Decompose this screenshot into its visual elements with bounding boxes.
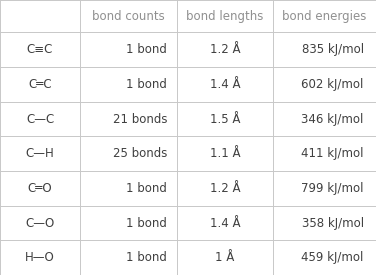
Text: 21 bonds: 21 bonds — [112, 112, 167, 126]
Text: 346 kJ/mol: 346 kJ/mol — [301, 112, 364, 126]
Text: 1.4 Å: 1.4 Å — [210, 216, 240, 230]
Text: 602 kJ/mol: 602 kJ/mol — [301, 78, 364, 91]
Text: C—C: C—C — [26, 112, 54, 126]
Text: 1 bond: 1 bond — [126, 43, 167, 56]
Text: C≡C: C≡C — [27, 43, 53, 56]
Text: 1 bond: 1 bond — [126, 251, 167, 264]
Text: 358 kJ/mol: 358 kJ/mol — [302, 216, 364, 230]
Text: 25 bonds: 25 bonds — [113, 147, 167, 160]
Text: 1 Å: 1 Å — [215, 251, 235, 264]
Text: C═C: C═C — [28, 78, 52, 91]
Text: 459 kJ/mol: 459 kJ/mol — [301, 251, 364, 264]
Text: bond energies: bond energies — [282, 10, 367, 23]
Text: 1.4 Å: 1.4 Å — [210, 78, 240, 91]
Text: bond counts: bond counts — [92, 10, 165, 23]
Text: 1 bond: 1 bond — [126, 216, 167, 230]
Text: 799 kJ/mol: 799 kJ/mol — [301, 182, 364, 195]
Text: 1.2 Å: 1.2 Å — [210, 182, 240, 195]
Text: bond lengths: bond lengths — [186, 10, 264, 23]
Text: 835 kJ/mol: 835 kJ/mol — [302, 43, 364, 56]
Text: 411 kJ/mol: 411 kJ/mol — [301, 147, 364, 160]
Text: H—O: H—O — [25, 251, 55, 264]
Text: 1.2 Å: 1.2 Å — [210, 43, 240, 56]
Text: 1.5 Å: 1.5 Å — [210, 112, 240, 126]
Text: 1 bond: 1 bond — [126, 78, 167, 91]
Text: C═O: C═O — [28, 182, 52, 195]
Text: 1 bond: 1 bond — [126, 182, 167, 195]
Text: C—O: C—O — [26, 216, 55, 230]
Text: C—H: C—H — [26, 147, 55, 160]
Text: 1.1 Å: 1.1 Å — [210, 147, 240, 160]
